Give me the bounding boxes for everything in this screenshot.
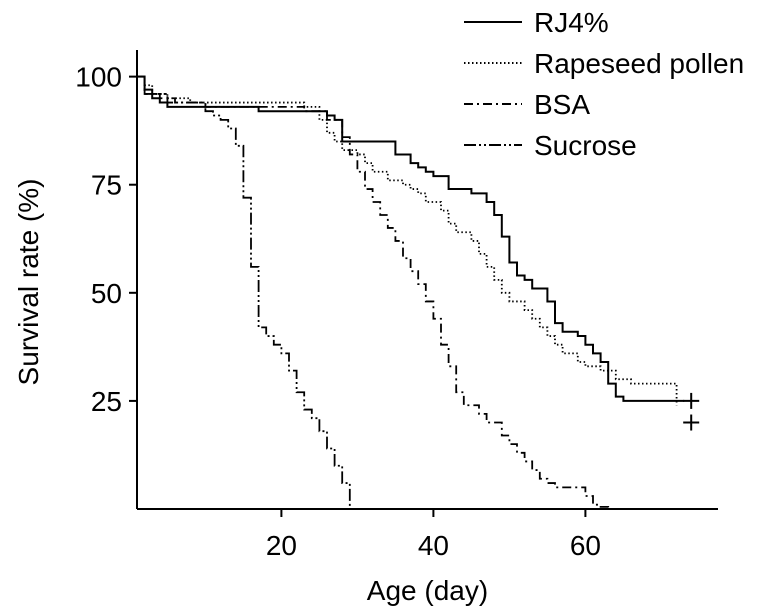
y-tick-label: 25: [91, 386, 122, 417]
x-axis-title: Age (day): [367, 575, 488, 606]
x-tick-label: 60: [570, 530, 601, 561]
x-tick-label: 40: [418, 530, 449, 561]
y-tick-label: 100: [75, 62, 122, 93]
legend-label: BSA: [534, 89, 590, 120]
series-line-1: [137, 75, 685, 402]
plot-lines: [137, 75, 700, 509]
series-line-3: [137, 75, 610, 509]
censor-mark: [683, 414, 700, 431]
legend-label: Sucrose: [534, 130, 637, 161]
legend-label: RJ4%: [534, 7, 609, 38]
ticks: 25 50 75 100 20 40 60: [75, 62, 601, 561]
censor-mark: [683, 392, 700, 409]
legend: RJ4% Rapeseed pollen BSA Sucrose: [464, 7, 744, 161]
x-tick-label: 20: [266, 530, 297, 561]
series-line-2: [137, 75, 678, 406]
series-line-4: [137, 75, 351, 509]
y-axis-title: Survival rate (%): [13, 179, 44, 386]
legend-label: Rapeseed pollen: [534, 48, 744, 79]
y-tick-label: 75: [91, 170, 122, 201]
axes: [136, 50, 718, 510]
y-tick-label: 50: [91, 278, 122, 309]
